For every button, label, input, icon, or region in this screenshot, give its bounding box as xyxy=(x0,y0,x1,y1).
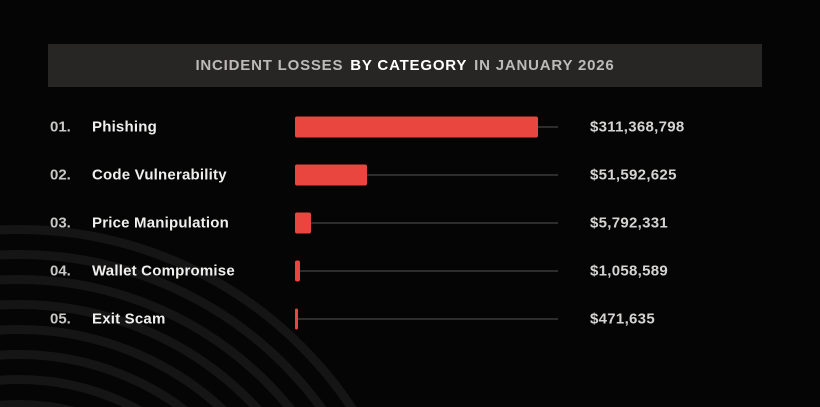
chart-row: 03. Price Manipulation $5,792,331 xyxy=(0,201,820,245)
category-label: Phishing xyxy=(92,118,157,136)
rank-label: 05. xyxy=(50,310,71,328)
chart-row: 02. Code Vulnerability $51,592,625 xyxy=(0,153,820,197)
rank-label: 01. xyxy=(50,118,71,136)
arc-ring xyxy=(0,375,273,407)
arc-ring xyxy=(0,400,248,407)
bar-segment xyxy=(295,212,312,234)
bar-track-line xyxy=(295,174,558,176)
value-label: $51,592,625 xyxy=(590,166,677,184)
chart-row: 05. Exit Scam $471,635 xyxy=(0,297,820,341)
chart-title-bar: INCIDENT LOSSES BY CATEGORY IN JANUARY 2… xyxy=(48,44,762,87)
chart-row: 04. Wallet Compromise $1,058,589 xyxy=(0,249,820,293)
bar-track-line xyxy=(295,318,558,320)
rank-label: 04. xyxy=(50,262,71,280)
chart-row: 01. Phishing $311,368,798 xyxy=(0,105,820,149)
bar-segment xyxy=(295,308,298,330)
bar-chart-rows: 01. Phishing $311,368,798 02. Code Vulnerabi… xyxy=(0,105,820,345)
category-label: Code Vulnerability xyxy=(92,166,227,184)
value-label: $471,635 xyxy=(590,310,655,328)
rank-label: 03. xyxy=(50,214,71,232)
value-label: $311,368,798 xyxy=(590,118,685,136)
value-label: $1,058,589 xyxy=(590,262,669,280)
arc-ring xyxy=(0,350,298,407)
category-label: Wallet Compromise xyxy=(92,262,235,280)
bar-track-line xyxy=(295,270,558,272)
value-label: $5,792,331 xyxy=(590,214,669,232)
rank-label: 02. xyxy=(50,166,71,184)
bar-segment xyxy=(295,116,538,138)
chart-title-bold: BY CATEGORY xyxy=(350,57,468,74)
chart-title-suffix: IN JANUARY 2026 xyxy=(474,57,615,74)
bar-segment xyxy=(295,164,367,186)
category-label: Exit Scam xyxy=(92,310,166,328)
bar-track-line xyxy=(295,222,558,224)
chart-title-prefix: INCIDENT LOSSES xyxy=(195,57,344,74)
category-label: Price Manipulation xyxy=(92,214,229,232)
bar-segment xyxy=(295,260,301,282)
